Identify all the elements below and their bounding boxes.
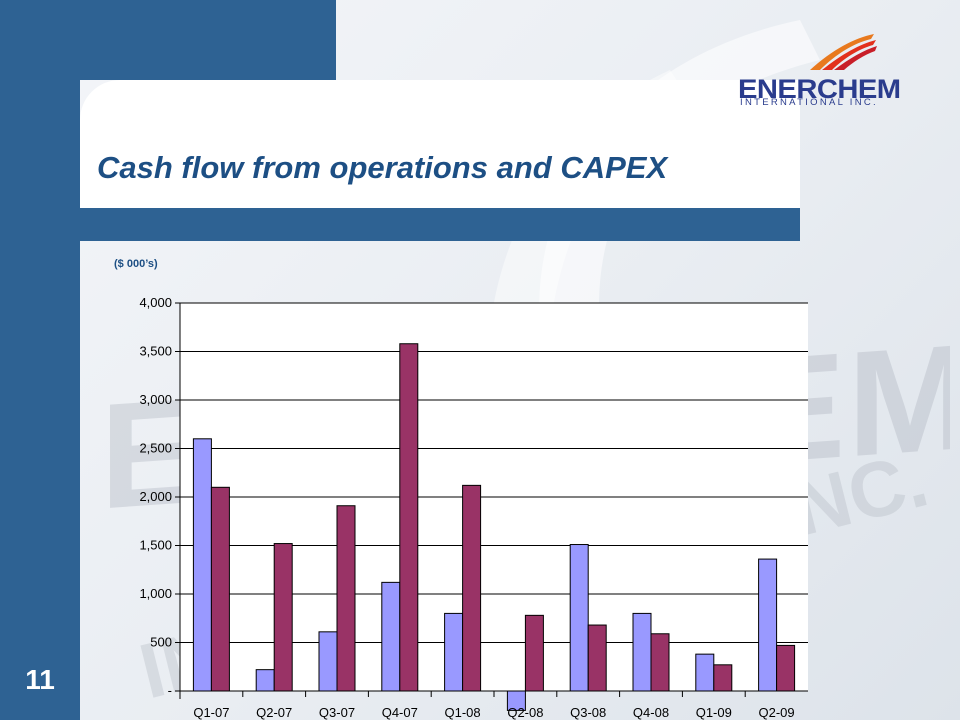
x-tick-label: Q4-08 xyxy=(633,705,669,720)
logo-swoosh-icon xyxy=(810,34,877,70)
title-bar xyxy=(80,208,800,241)
bar-series-1 xyxy=(381,581,401,692)
bar-series-2 xyxy=(650,633,670,692)
bar-series-1 xyxy=(506,690,526,711)
bar-series-2 xyxy=(524,614,544,692)
x-tick-label: Q2-07 xyxy=(256,705,292,720)
x-tick-label: Q2-09 xyxy=(759,705,795,720)
bar-series-1 xyxy=(318,631,338,692)
top-band xyxy=(0,0,336,80)
bar-series-2 xyxy=(399,343,419,692)
bar-series-1 xyxy=(192,438,212,692)
y-tick-label: 4,000 xyxy=(139,295,172,310)
company-logo: ENERCHEM INTERNATIONAL INC. xyxy=(736,30,936,110)
x-tick-label: Q2-08 xyxy=(507,705,543,720)
x-tick-label: Q1-07 xyxy=(193,705,229,720)
y-tick-label: 1,500 xyxy=(139,538,172,553)
logo-subtitle: INTERNATIONAL INC. xyxy=(740,97,878,108)
chart-units-label: ($ 000’s) xyxy=(114,258,158,270)
bar-series-2 xyxy=(462,484,482,692)
y-tick-label: 2,000 xyxy=(139,489,172,504)
bar-series-1 xyxy=(255,669,275,692)
bar-series-1 xyxy=(444,612,464,692)
left-band xyxy=(0,0,80,720)
bar-series-2 xyxy=(587,624,607,692)
bar-chart: - 500 1,000 1,500 2,000 2,500 3,000 3,500 4,000 Q… xyxy=(139,295,808,720)
bar-series-1 xyxy=(569,544,589,692)
bar-series-2 xyxy=(713,664,733,692)
slide-number: 11 xyxy=(25,664,55,695)
x-tick-label: Q3-07 xyxy=(319,705,355,720)
title-panel xyxy=(80,80,800,208)
y-tick-label: 500 xyxy=(150,635,172,650)
x-tick-label: Q1-08 xyxy=(445,705,481,720)
bar-series-1 xyxy=(632,612,652,692)
logo-name: ENERCHEM xyxy=(738,74,901,104)
y-tick-label: 3,500 xyxy=(139,344,172,359)
bar-series-1 xyxy=(758,558,778,692)
x-tick-label: Q1-09 xyxy=(696,705,732,720)
y-tick-label: - xyxy=(168,683,172,698)
y-tick-label: 3,000 xyxy=(139,392,172,407)
bar-series-2 xyxy=(210,486,230,692)
x-tick-label: Q3-08 xyxy=(570,705,606,720)
bar-series-1 xyxy=(695,653,715,692)
bar-series-2 xyxy=(273,543,293,692)
bar-series-2 xyxy=(776,644,796,692)
y-tick-label: 1,000 xyxy=(139,586,172,601)
bar-series-2 xyxy=(336,505,356,692)
slide-title: Cash flow from operations and CAPEX xyxy=(97,150,668,185)
y-tick-label: 2,500 xyxy=(139,441,172,456)
x-tick-label: Q4-07 xyxy=(382,705,418,720)
